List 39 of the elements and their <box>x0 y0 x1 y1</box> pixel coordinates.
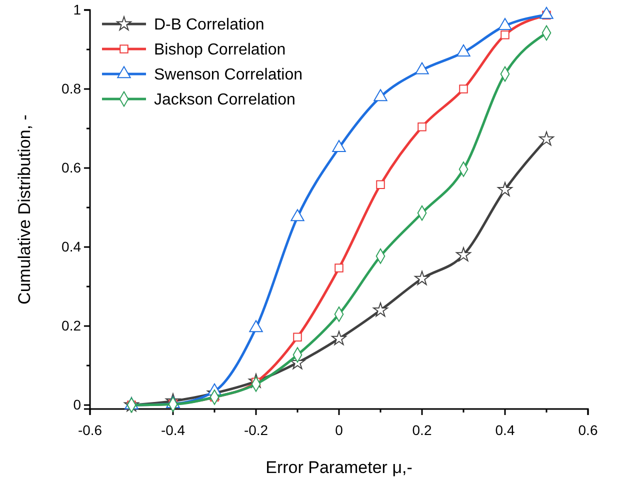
point <box>540 6 554 19</box>
point <box>456 247 471 262</box>
point <box>376 180 385 189</box>
point <box>415 62 429 74</box>
point <box>290 209 304 222</box>
y-tick-label: 1 <box>73 1 82 18</box>
point <box>500 30 510 40</box>
point <box>498 18 512 30</box>
y-tick-label: 0.6 <box>62 160 82 176</box>
x-tick-label: 0 <box>335 422 344 438</box>
point <box>498 182 512 196</box>
y-tick-label: 0.2 <box>62 318 82 334</box>
x-axis-title: Error Parameter μ,- <box>266 458 412 477</box>
point <box>373 302 388 317</box>
point <box>539 131 554 146</box>
y-tick-label: 0 <box>73 396 82 413</box>
point <box>293 332 302 342</box>
point <box>334 264 344 272</box>
x-tick-label: -0.2 <box>244 422 268 438</box>
y-tick-label: 0.8 <box>62 80 82 96</box>
point <box>418 122 426 132</box>
x-tick-label: -0.6 <box>78 422 102 438</box>
x-tick-label: -0.4 <box>160 422 186 438</box>
y-tick-label: 0.4 <box>62 238 82 255</box>
point <box>332 330 346 346</box>
point <box>414 270 430 286</box>
legend-label: Jackson Correlation <box>154 92 296 109</box>
legend-label: D-B Correlation <box>154 16 264 34</box>
legend-label: Swenson Correlation <box>154 66 303 84</box>
x-tick-label: 0.6 <box>578 422 598 438</box>
point <box>456 44 470 56</box>
legend-label: Bishop Correlation <box>154 42 286 59</box>
x-tick-label: 0.4 <box>495 422 515 438</box>
x-tick-label: 0.2 <box>412 422 432 438</box>
y-axis-title: Cumulative Distribution, - <box>15 114 34 304</box>
point <box>459 84 468 94</box>
point <box>332 140 346 152</box>
point <box>374 89 388 102</box>
point <box>249 320 263 332</box>
